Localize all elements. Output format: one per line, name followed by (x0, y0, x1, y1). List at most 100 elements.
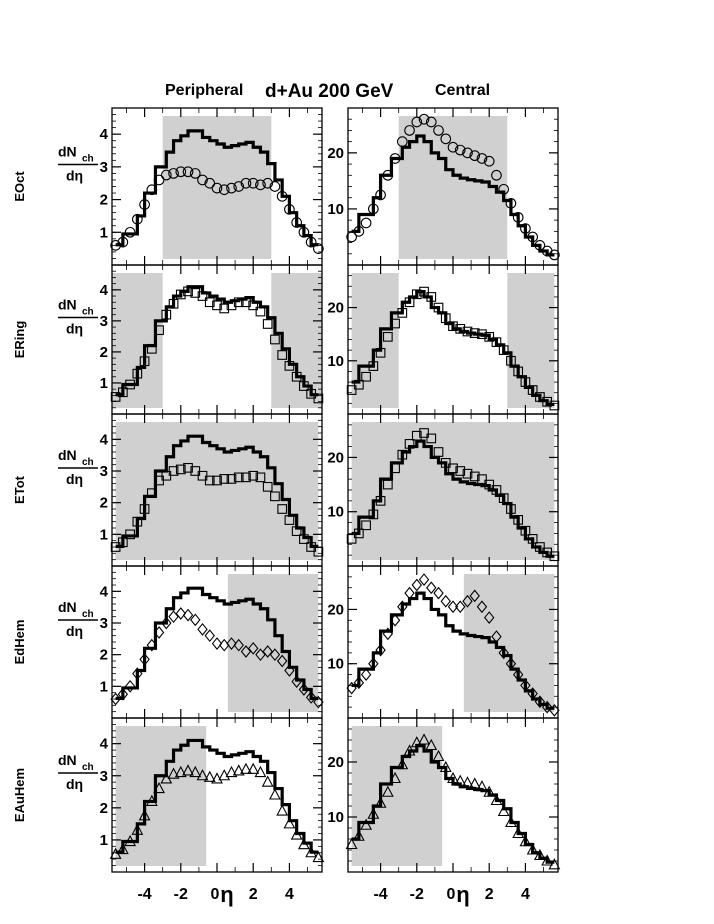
data-point (447, 600, 459, 614)
data-point (469, 328, 480, 338)
data-point (203, 770, 216, 782)
data-point (183, 286, 193, 297)
data-point (139, 199, 150, 210)
data-point (261, 775, 274, 787)
y-axis-label-top: dN (58, 752, 77, 768)
data-point (483, 155, 495, 167)
shaded-region (463, 574, 555, 712)
data-point (448, 463, 458, 474)
data-point (375, 189, 386, 201)
data-point (374, 796, 387, 808)
x-tick-label: 2 (249, 886, 258, 903)
panel-etot-peripheral: 1 2 3 4 ETot dN ch dη (12, 413, 324, 567)
data-point (240, 762, 252, 774)
data-point (254, 765, 267, 778)
y-tick-label: 4 (100, 282, 109, 299)
data-point (345, 837, 358, 850)
y-tick-label: 2 (100, 192, 108, 209)
data-point (433, 586, 444, 600)
data-point (269, 648, 281, 662)
data-point (491, 169, 502, 181)
data-point (145, 794, 158, 806)
data-point (433, 302, 444, 313)
y-tick-label: 1 (100, 526, 108, 543)
data-point (132, 516, 143, 527)
data-point (527, 687, 538, 700)
data-point (226, 182, 237, 194)
data-point (397, 308, 408, 318)
data-point (262, 319, 273, 329)
panel-eauhem-peripheral: 1 2 3 4 EAuHem dN ch dη -4 -2 0 2 4 η (12, 717, 325, 907)
y-tick-label: 2 (100, 495, 108, 512)
x-tick-label: -2 (174, 886, 188, 903)
data-point (153, 174, 165, 186)
data-point (541, 700, 553, 714)
data-point (433, 125, 444, 136)
data-point (468, 777, 481, 789)
data-point (154, 325, 164, 336)
data-point (397, 600, 408, 614)
header-peripheral: Peripheral (165, 82, 243, 99)
data-point (512, 826, 525, 839)
data-point (353, 226, 365, 237)
y-tick-label: 3 (100, 313, 108, 330)
data-point (125, 529, 135, 540)
data-point (549, 551, 560, 562)
x-tick-label: 4 (521, 886, 530, 903)
data-point (212, 475, 222, 486)
y-axis-label-top: dN (58, 297, 77, 313)
data-point (448, 321, 458, 332)
data-point (389, 613, 401, 627)
x-tick-label: 0 (211, 886, 220, 903)
data-point (297, 838, 310, 850)
data-point (491, 337, 502, 348)
data-point (146, 488, 157, 499)
data-point (153, 781, 165, 794)
data-point (382, 627, 394, 641)
reference-histogram (351, 591, 555, 710)
data-point (454, 144, 466, 156)
data-point (131, 213, 143, 225)
data-point (233, 638, 244, 652)
panel-ering-peripheral: 1 2 3 4 ERing dN ch dη (12, 264, 324, 415)
panel-eauhem-central: 10 20 -4 -2 0 2 4 η (327, 717, 561, 907)
data-point (419, 428, 429, 438)
data-point (255, 648, 266, 662)
data-point (447, 141, 459, 153)
data-point (161, 309, 172, 320)
data-point (360, 217, 372, 229)
data-point (132, 368, 143, 379)
panel-edhem-peripheral: 1 2 3 4 EdHem dN ch dη (12, 565, 324, 719)
y-axis-label-bottom: dη (66, 623, 83, 639)
data-point (233, 472, 244, 483)
data-point (290, 828, 303, 840)
data-point (368, 657, 379, 671)
row-label: ERing (12, 321, 27, 359)
data-point (512, 668, 524, 681)
data-point (248, 300, 259, 311)
data-point (233, 297, 244, 308)
data-point (353, 676, 365, 690)
data-point (382, 479, 393, 490)
data-point (255, 472, 266, 483)
data-point (462, 326, 473, 337)
y-tick-label: 4 (100, 431, 109, 448)
data-point (305, 691, 317, 704)
data-point (447, 771, 459, 784)
y-axis-label-bottom: dη (66, 776, 83, 792)
data-point (255, 179, 266, 191)
data-point (291, 371, 302, 382)
data-point (226, 474, 237, 484)
data-point (367, 807, 380, 819)
data-point (476, 780, 488, 792)
x-tick-label: 4 (285, 886, 294, 903)
data-point (403, 744, 416, 756)
data-point (233, 181, 245, 192)
data-point (360, 818, 373, 830)
y-axis-label-top: dN (58, 144, 77, 160)
data-point (484, 479, 495, 490)
data-point (139, 504, 150, 514)
data-point (498, 183, 510, 195)
data-point (397, 449, 408, 460)
data-point (505, 197, 517, 209)
